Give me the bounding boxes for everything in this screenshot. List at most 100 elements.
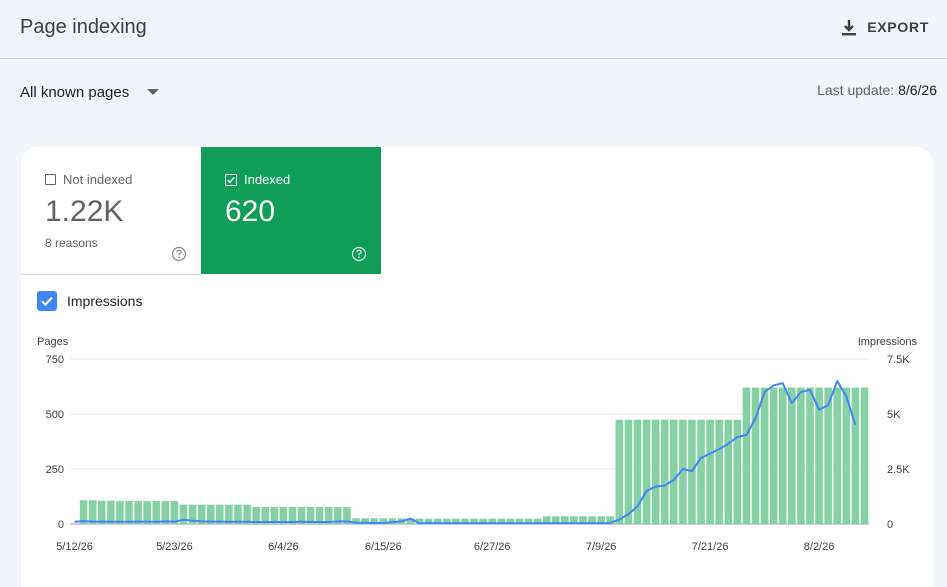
last-update-value: 8/6/26 [898, 82, 937, 98]
chart-bar [452, 518, 460, 524]
chart-bar [479, 518, 487, 524]
chart-bar [842, 387, 851, 524]
y-tick-left: 0 [58, 519, 64, 531]
chart-bar [170, 501, 179, 524]
export-button[interactable]: EXPORT [841, 12, 929, 42]
chart-bar [297, 507, 306, 524]
y-tick-left: 750 [46, 354, 64, 366]
help-icon[interactable] [171, 246, 187, 262]
chart-bar [497, 518, 506, 524]
last-update-label: Last update: [817, 82, 895, 98]
chart-bar [161, 501, 170, 524]
page-header: Page indexing EXPORT [0, 0, 947, 59]
checkbox-unchecked-icon[interactable] [45, 174, 56, 185]
chart-bar [533, 518, 542, 524]
metric-not-indexed[interactable]: Not indexed 1.22K 8 reasons [21, 147, 201, 275]
chart-bar [116, 501, 124, 524]
indexing-card: Not indexed 1.22K 8 reasons Indexed 620 [21, 147, 933, 587]
chart-bar [406, 518, 415, 524]
chart-bar [660, 419, 669, 524]
x-tick-label: 7/9/26 [586, 541, 617, 553]
chart-bar [670, 419, 678, 524]
chart-bar [315, 507, 324, 524]
chart-bar [615, 419, 624, 524]
chart-bar [461, 518, 469, 524]
chart-bar [860, 387, 869, 524]
y-tick-right: 7.5K [887, 354, 910, 366]
chart-bar [107, 500, 115, 524]
chart-bar [524, 518, 533, 524]
chart-bar [234, 504, 242, 524]
chart-bar [597, 516, 605, 524]
chart-bar [243, 504, 251, 524]
x-tick-label: 6/15/26 [365, 541, 402, 553]
chart-bar [97, 500, 106, 524]
chart-bar [188, 504, 197, 524]
x-tick-label: 5/23/26 [156, 541, 193, 553]
metric-indexed[interactable]: Indexed 620 [201, 147, 381, 274]
chart-bar [225, 504, 233, 524]
y-tick-right: 0 [887, 519, 893, 531]
chart-bar [324, 507, 333, 524]
chart-bar [370, 518, 378, 524]
chart-bar [769, 387, 778, 524]
x-tick-label: 8/2/26 [804, 541, 835, 553]
chart-bar [551, 516, 560, 524]
y-axis-left-label: Pages [37, 336, 69, 348]
chart-bar [633, 419, 642, 524]
download-icon [842, 19, 857, 35]
chart-bar [815, 387, 823, 524]
chart-bar [261, 507, 269, 524]
chart-bar [379, 518, 388, 524]
chart-bar [415, 518, 424, 524]
chart-bar [606, 516, 615, 524]
chart-bar [388, 518, 397, 524]
chart-bar [651, 419, 660, 524]
check-icon [41, 296, 53, 307]
chart-bar [851, 387, 860, 524]
chart-bar [579, 516, 587, 524]
chart-bar [334, 507, 342, 524]
chart-bar [361, 518, 369, 524]
x-tick-label: 5/12/26 [56, 541, 93, 553]
chart-bar [733, 419, 742, 524]
export-label: EXPORT [867, 19, 929, 35]
chart-bar [715, 419, 723, 524]
chart-bar [824, 387, 832, 524]
chart-bar [470, 518, 478, 524]
checkbox-checked-icon[interactable] [225, 173, 237, 186]
chart-bar [624, 419, 633, 524]
chart-bar [343, 507, 351, 524]
chart-bar [179, 504, 188, 524]
x-tick-label: 6/27/26 [474, 541, 511, 553]
chart-bar [216, 504, 224, 524]
chart-bar [778, 387, 787, 524]
chart-bar [706, 419, 714, 524]
chart-bar [488, 518, 496, 524]
y-tick-right: 2.5K [887, 464, 910, 476]
impressions-line [74, 380, 857, 525]
caret-down-icon [147, 88, 160, 95]
metric-indexed-value: 620 [225, 195, 276, 228]
page-filter-select[interactable]: All known pages [20, 80, 160, 104]
y-tick-left: 250 [46, 464, 64, 476]
chart-bar [806, 387, 814, 524]
last-update: Last update: 8/6/26 [817, 82, 937, 98]
page-title: Page indexing [20, 16, 147, 38]
impressions-toggle[interactable]: Impressions [37, 291, 142, 311]
help-icon[interactable] [351, 246, 367, 262]
chart-bar [642, 419, 651, 524]
chart-bar [125, 501, 133, 524]
chart-bar [570, 516, 578, 524]
chart-bar [197, 504, 206, 524]
chart-bar [788, 387, 796, 524]
impressions-checkbox[interactable] [37, 291, 57, 311]
chart-bar [679, 419, 687, 524]
chart-bar [79, 500, 88, 524]
x-tick-label: 6/4/26 [268, 541, 299, 553]
chart-bar [506, 518, 515, 524]
chart-bar [424, 518, 433, 524]
chart-bar [760, 387, 769, 524]
chart-bar [279, 507, 288, 524]
indexing-chart: 0 250 500 750 0 2.5K 5K 7.5K Pages Impressions 5/1… [37, 336, 918, 553]
